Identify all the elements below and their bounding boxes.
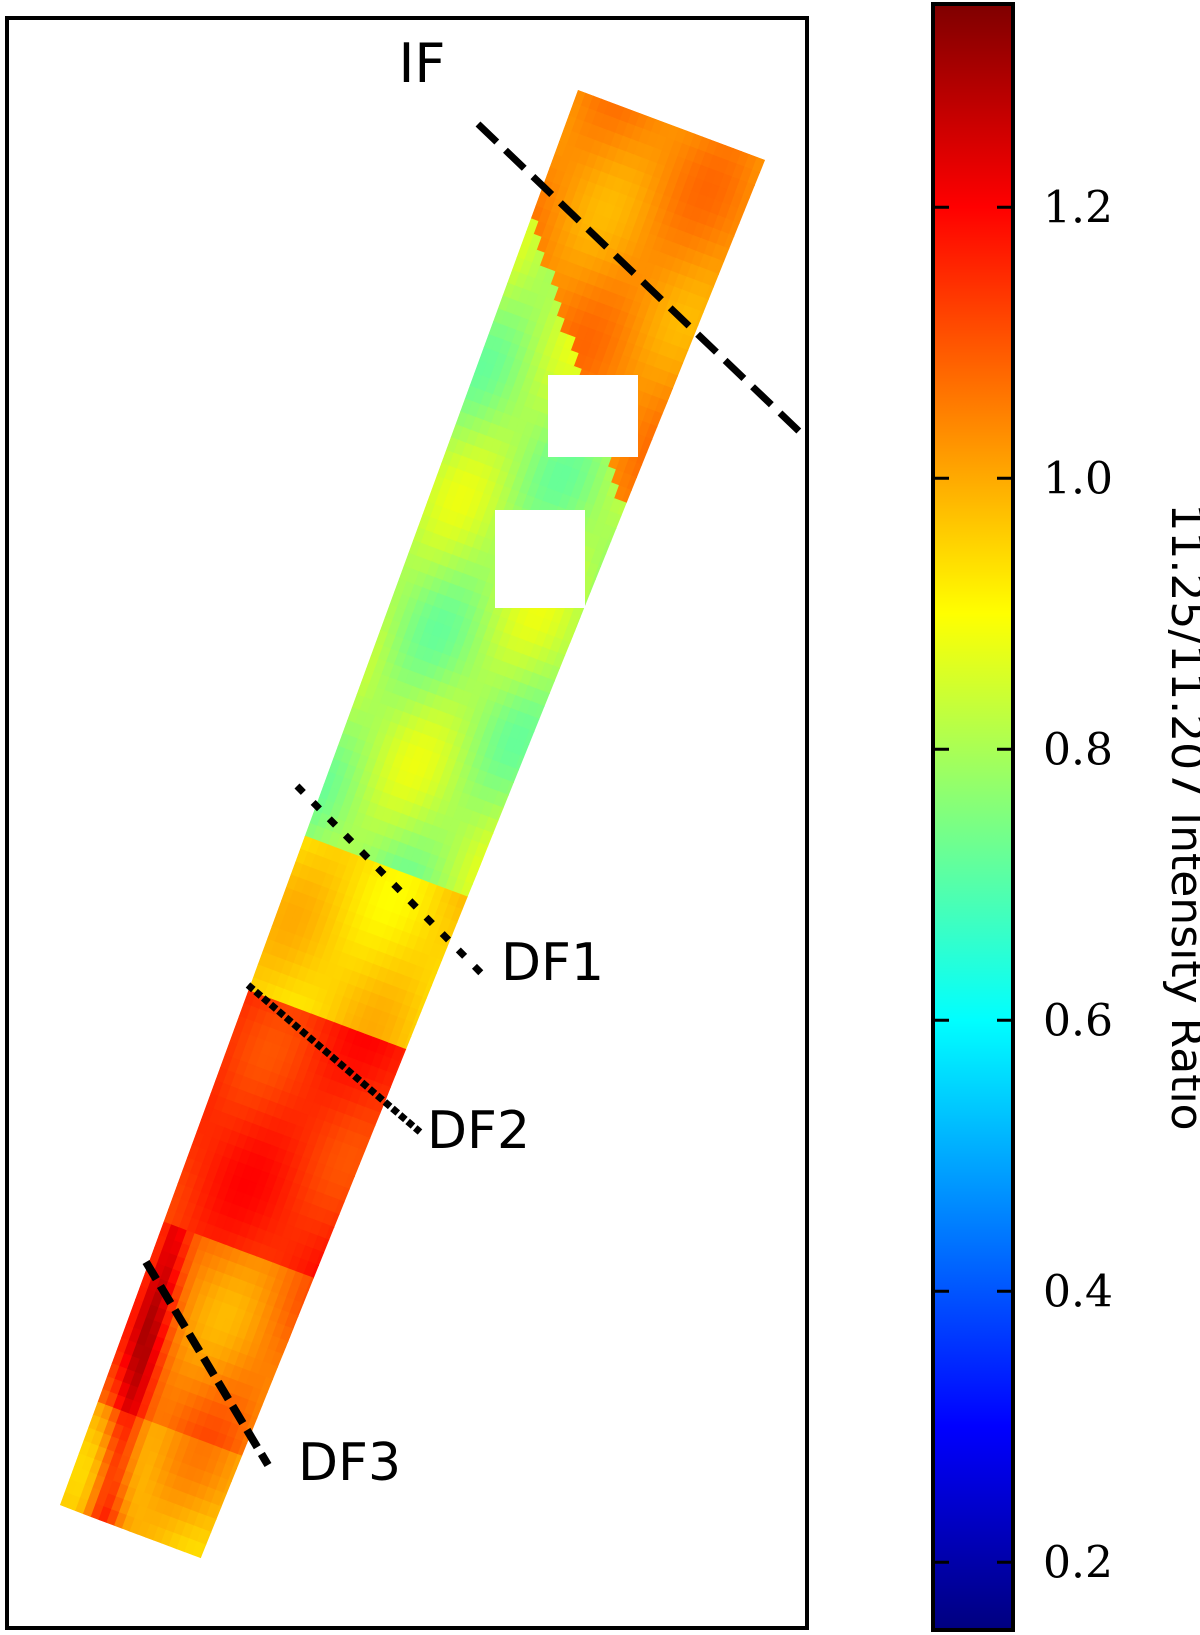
heatmap-strip: [60, 90, 765, 1560]
panel-label-if: IF: [399, 32, 446, 95]
colorbar-tick-label: 0.2: [1043, 1537, 1113, 1588]
df2-front-line: [245, 982, 423, 1135]
masked-region-lower: [495, 510, 585, 608]
region-label-df3: DF3: [298, 1433, 401, 1493]
colorbar-tick-label: 1.2: [1043, 182, 1113, 233]
df3-front-line: [142, 1259, 272, 1468]
colorbar-tick-label: 0.4: [1043, 1266, 1113, 1317]
region-label-df1: DF1: [501, 933, 604, 993]
masked-region-upper: [548, 375, 638, 457]
colorbar-tick-label: 0.8: [1043, 724, 1113, 775]
colorbar: [931, 2, 1015, 1632]
colorbar-tick-label: 0.6: [1043, 995, 1113, 1046]
colorbar-ticks: 0.2 0.4 0.6 0.8 1.0 1.2: [933, 182, 1113, 1588]
colorbar-label: 11.25/11.207 Intensity Ratio: [1161, 503, 1200, 1130]
region-label-df2: DF2: [427, 1101, 530, 1161]
colorbar-tick-label: 1.0: [1043, 453, 1113, 504]
